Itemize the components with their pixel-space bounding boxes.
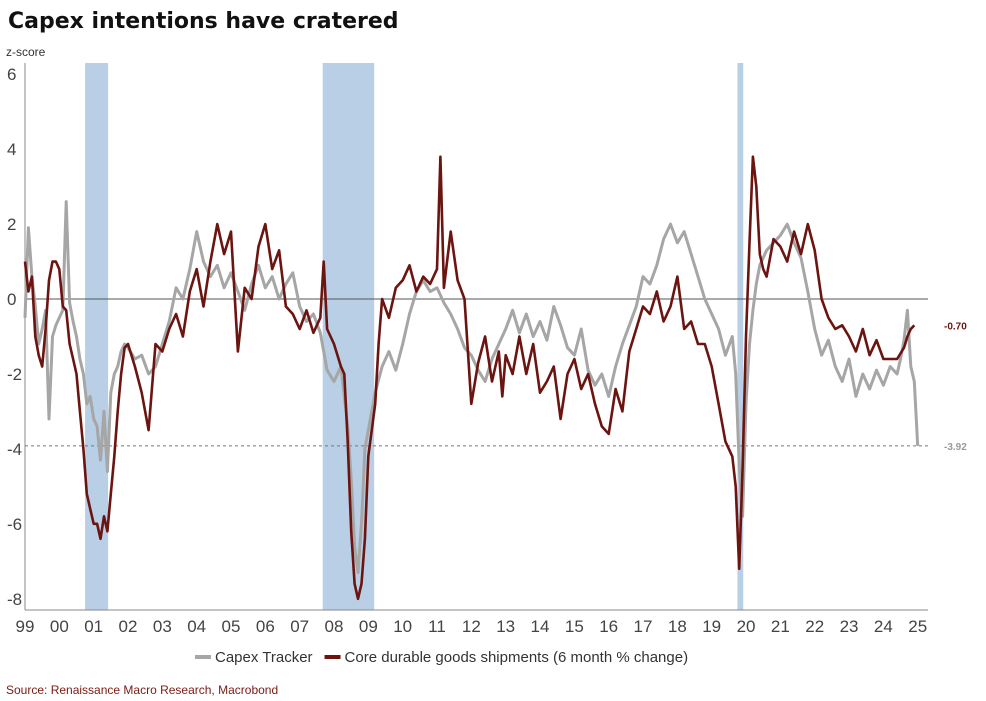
- x-tick-label: 02: [119, 617, 138, 636]
- x-tick-label: 22: [805, 617, 824, 636]
- x-tick-label: 17: [634, 617, 653, 636]
- reference-lines: [25, 298, 928, 447]
- chart-title: Capex intentions have cratered: [8, 9, 399, 34]
- x-tick-label: 09: [359, 617, 378, 636]
- legend: Capex Tracker Core durable goods shipment…: [195, 649, 688, 666]
- x-tick-label: 07: [290, 617, 309, 636]
- end-value-label: -0.70: [944, 321, 967, 332]
- x-tick-label: 01: [84, 617, 103, 636]
- legend-label: Capex Tracker: [215, 649, 313, 666]
- x-tick-label: 21: [771, 617, 790, 636]
- x-tick-label: 20: [737, 617, 756, 636]
- legend-label: Core durable goods shipments (6 month % …: [345, 649, 689, 666]
- x-tick-label: 04: [187, 617, 206, 636]
- x-tick-label: 23: [840, 617, 859, 636]
- y-axis-label: z-score: [6, 45, 46, 59]
- series-lines: [23, 155, 920, 601]
- x-tick-label: 14: [531, 617, 550, 636]
- x-tick-label: 25: [908, 617, 927, 636]
- core-durable-goods-line: [23, 155, 916, 601]
- x-tick-label: 18: [668, 617, 687, 636]
- end-value-labels: -0.70 -3.92: [944, 321, 967, 453]
- recession-band-3: [737, 63, 744, 610]
- x-tick-label: 10: [393, 617, 412, 636]
- x-tick-label: 24: [874, 617, 893, 636]
- x-tick-label: 03: [153, 617, 172, 636]
- x-tick-label: 15: [565, 617, 584, 636]
- x-tick-label: 00: [50, 617, 69, 636]
- y-tick-label: 2: [7, 215, 16, 234]
- y-tick-label: 6: [7, 65, 16, 84]
- x-tick-label: 08: [325, 617, 344, 636]
- y-tick-label: 4: [7, 140, 16, 159]
- x-tick-label: 13: [496, 617, 515, 636]
- y-tick-label: -6: [7, 515, 22, 534]
- y-tick-label: -2: [7, 365, 22, 384]
- y-tick-label: 0: [7, 290, 16, 309]
- end-value-label: -3.92: [944, 442, 967, 453]
- x-tick-label: 99: [16, 617, 35, 636]
- source-note: Source: Renaissance Macro Research, Macr…: [6, 683, 278, 697]
- x-tick-label: 19: [702, 617, 721, 636]
- y-tick-label: -8: [7, 590, 22, 609]
- y-tick-label: -4: [7, 440, 22, 459]
- x-tick-label: 16: [599, 617, 618, 636]
- recession-band-1: [85, 63, 109, 610]
- x-tick-label: 12: [462, 617, 481, 636]
- x-tick-label: 05: [222, 617, 241, 636]
- x-tick-label: 11: [428, 617, 446, 636]
- x-tick-label: 06: [256, 617, 275, 636]
